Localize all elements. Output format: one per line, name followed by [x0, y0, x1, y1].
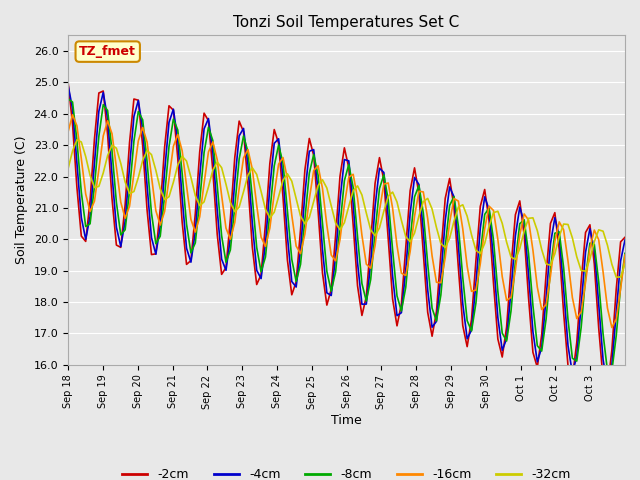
Legend: -2cm, -4cm, -8cm, -16cm, -32cm: -2cm, -4cm, -8cm, -16cm, -32cm: [117, 463, 576, 480]
Y-axis label: Soil Temperature (C): Soil Temperature (C): [15, 136, 28, 264]
X-axis label: Time: Time: [332, 414, 362, 427]
Title: Tonzi Soil Temperatures Set C: Tonzi Soil Temperatures Set C: [234, 15, 460, 30]
Text: TZ_fmet: TZ_fmet: [79, 45, 136, 58]
